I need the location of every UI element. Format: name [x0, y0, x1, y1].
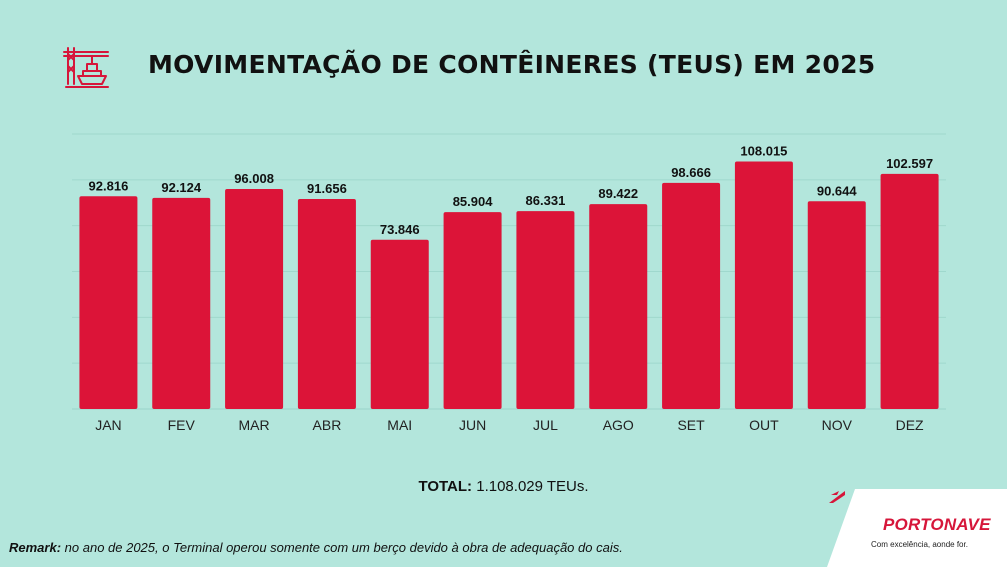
x-tick-label-dez: DEZ: [896, 417, 924, 433]
data-label-jul: 86.331: [526, 193, 566, 208]
x-tick-label-mar: MAR: [239, 417, 270, 433]
bar-jun: [443, 212, 502, 409]
bar-chart: 92.816 JAN 92.124 FEV 96.008 MAR 91.656 ABR 73.8…: [72, 133, 946, 433]
bar-fev: [152, 197, 211, 409]
portonave-logo-icon: [829, 491, 845, 503]
x-tick-label-jul: JUL: [533, 417, 558, 433]
header: [62, 44, 110, 90]
logo-name: PORTONAVE: [883, 515, 991, 534]
x-tick-label-set: SET: [677, 417, 705, 433]
data-label-abr: 91.656: [307, 181, 347, 196]
data-label-dez: 102.597: [886, 156, 933, 171]
bar-mar: [225, 188, 284, 409]
total-value: 1.108.029 TEUs.: [476, 478, 589, 495]
data-label-fev: 92.124: [161, 180, 202, 195]
data-label-ago: 89.422: [598, 186, 638, 201]
total-label: TOTAL:: [418, 478, 473, 495]
data-label-jan: 92.816: [89, 178, 129, 193]
x-tick-label-nov: NOV: [822, 417, 853, 433]
bar-abr: [297, 198, 356, 409]
bar-jan: [79, 196, 138, 409]
portonave-logo-card: PORTONAVE Com excelência, aonde for.: [827, 489, 1007, 567]
x-tick-label-out: OUT: [749, 417, 779, 433]
x-tick-label-fev: FEV: [168, 417, 196, 433]
remark-label: Remark:: [9, 540, 62, 555]
data-label-nov: 90.644: [817, 183, 858, 198]
bar-mai: [370, 239, 429, 409]
data-label-set: 98.666: [671, 165, 711, 180]
x-tick-label-jan: JAN: [95, 417, 121, 433]
bar-nov: [807, 201, 866, 409]
chart-title: MOVIMENTAÇÃO DE CONTÊINERES (TEUS) EM 20…: [148, 50, 876, 79]
data-label-out: 108.015: [740, 143, 787, 158]
logo-slogan: Com excelência, aonde for.: [871, 540, 968, 549]
data-label-jun: 85.904: [453, 194, 494, 209]
data-label-mai: 73.846: [380, 222, 420, 237]
port-crane-ship-icon: [63, 47, 109, 88]
remark-line: Remark: no ano de 2025, o Terminal opero…: [9, 540, 623, 555]
bar-out: [734, 161, 793, 409]
x-tick-label-ago: AGO: [603, 417, 634, 433]
data-label-mar: 96.008: [234, 171, 274, 186]
x-tick-label-abr: ABR: [313, 417, 342, 433]
bar-dez: [880, 173, 939, 409]
bar-set: [662, 182, 721, 409]
x-tick-label-jun: JUN: [459, 417, 486, 433]
logo-card-background: [827, 489, 1007, 567]
total-line: TOTAL: 1.108.029 TEUs.: [0, 478, 1007, 495]
remark-text: no ano de 2025, o Terminal operou soment…: [64, 540, 623, 555]
bar-ago: [589, 204, 648, 409]
bar-jul: [516, 211, 575, 409]
x-tick-label-mai: MAI: [387, 417, 412, 433]
